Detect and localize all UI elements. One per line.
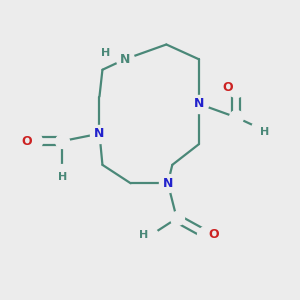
Text: H: H [140, 230, 149, 240]
Text: H: H [58, 172, 67, 182]
Text: H: H [260, 127, 269, 137]
Text: O: O [21, 135, 32, 148]
Text: H: H [101, 48, 110, 59]
Text: O: O [208, 228, 219, 241]
Text: O: O [222, 81, 232, 94]
Text: N: N [94, 127, 105, 140]
Text: N: N [119, 53, 130, 66]
Text: N: N [194, 98, 204, 110]
Text: N: N [163, 177, 173, 190]
